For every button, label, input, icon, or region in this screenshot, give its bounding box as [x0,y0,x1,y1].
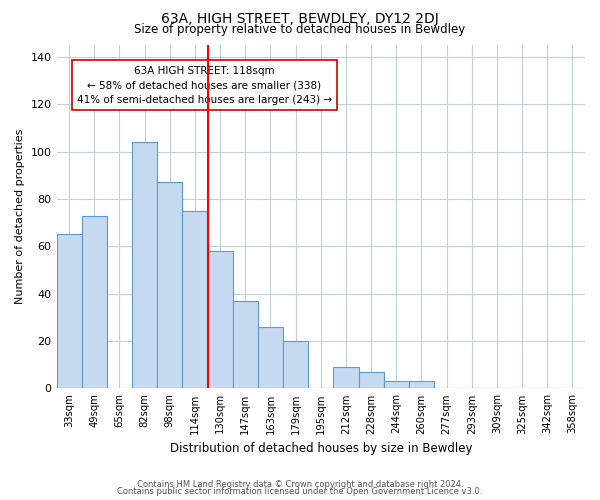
X-axis label: Distribution of detached houses by size in Bewdley: Distribution of detached houses by size … [170,442,472,455]
Bar [258,327,283,388]
Text: Size of property relative to detached houses in Bewdley: Size of property relative to detached ho… [134,22,466,36]
Bar [334,367,359,388]
Text: Contains HM Land Registry data © Crown copyright and database right 2024.: Contains HM Land Registry data © Crown c… [137,480,463,489]
Bar [283,341,308,388]
Bar [82,216,107,388]
Bar [233,301,258,388]
Text: 63A, HIGH STREET, BEWDLEY, DY12 2DJ: 63A, HIGH STREET, BEWDLEY, DY12 2DJ [161,12,439,26]
Bar [409,382,434,388]
Bar [359,372,383,388]
Bar [182,211,208,388]
Bar [157,182,182,388]
Text: 63A HIGH STREET: 118sqm
← 58% of detached houses are smaller (338)
41% of semi-d: 63A HIGH STREET: 118sqm ← 58% of detache… [77,66,332,105]
Bar [56,234,82,388]
Bar [208,251,233,388]
Bar [383,382,409,388]
Y-axis label: Number of detached properties: Number of detached properties [15,129,25,304]
Text: Contains public sector information licensed under the Open Government Licence v3: Contains public sector information licen… [118,487,482,496]
Bar [132,142,157,388]
